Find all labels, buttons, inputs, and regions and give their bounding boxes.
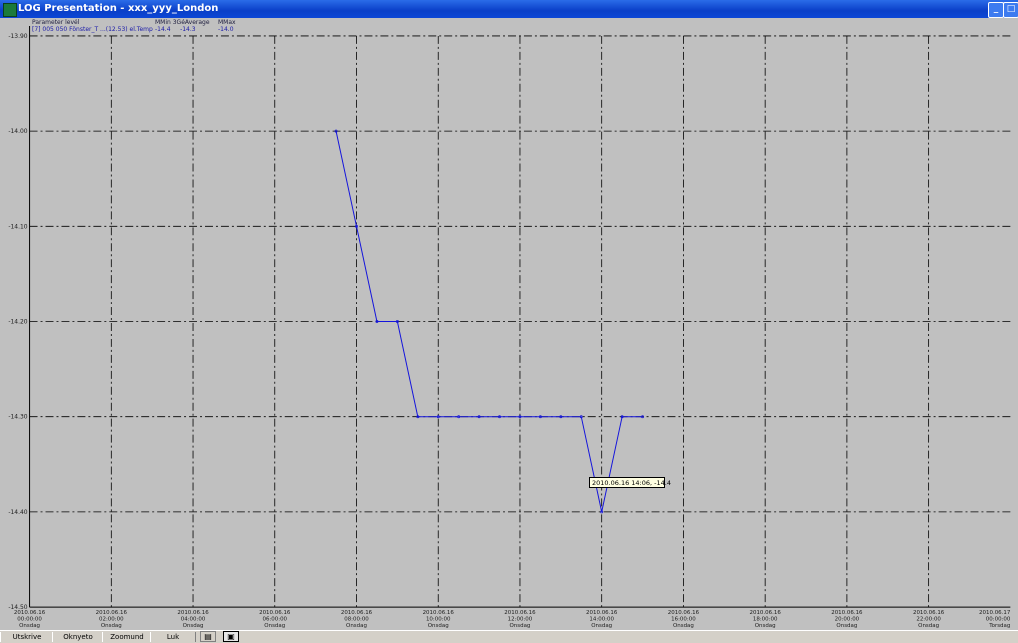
- app-icon: [3, 3, 17, 17]
- data-point: [477, 415, 481, 419]
- data-point: [395, 320, 399, 323]
- x-tick-label: 20:00:00: [835, 617, 860, 623]
- x-tick-label: Torsdag: [988, 623, 1010, 628]
- legend-avg-value: -14.3: [180, 26, 196, 33]
- legend-parameter-value: [7] 005 050 Fönster_T ...(12.53) el.Temp: [32, 26, 153, 33]
- legend-parameter: Parameter levél [7] 005 050 Fönster_T ..…: [32, 19, 153, 33]
- data-point: [416, 415, 420, 419]
- x-tick-label: Onsdag: [510, 623, 531, 628]
- x-tick-label: Onsdag: [101, 623, 122, 628]
- y-tick-label: -14.40: [8, 509, 27, 516]
- x-tick-label: 2010.06.16: [96, 610, 128, 616]
- data-tooltip: 2010.06.16 14:06, -14.4: [589, 477, 671, 488]
- legend-max-value: -14.0: [218, 26, 234, 33]
- x-tick-label: Onsdag: [673, 623, 694, 628]
- data-point: [457, 415, 461, 419]
- x-tick-label: 14:00:00: [589, 617, 614, 623]
- legend-parameter-header: Parameter levél: [32, 19, 80, 26]
- x-tick-label: 10:00:00: [426, 617, 451, 623]
- x-tick-label: 12:00:00: [508, 617, 533, 623]
- title-bar: LOG Presentation - xxx_yyy_London _ □: [0, 0, 1018, 18]
- y-tick-label: -14.00: [8, 128, 27, 135]
- x-tick-label: 00:00:00: [986, 617, 1011, 623]
- x-tick-label: 18:00:00: [753, 617, 778, 623]
- x-tick-label: Onsdag: [19, 623, 40, 628]
- chart-icon[interactable]: ▣: [223, 631, 239, 642]
- zoom-out-button[interactable]: Zoomund: [102, 632, 152, 642]
- x-tick-label: Onsdag: [918, 623, 939, 628]
- x-tick-label: Onsdag: [183, 623, 204, 628]
- x-tick-label: 16:00:00: [671, 617, 696, 623]
- x-tick-label: 2010.06.16: [423, 610, 455, 616]
- y-tick-label: -14.30: [8, 414, 27, 421]
- x-tick-label: Onsdag: [346, 623, 367, 628]
- x-tick-label: Onsdag: [428, 623, 449, 628]
- x-tick-label: 2010.06.16: [259, 610, 291, 616]
- x-tick-label: 2010.06.16: [586, 610, 618, 616]
- data-point: [375, 320, 379, 323]
- refresh-button[interactable]: Oknyeto: [52, 632, 104, 642]
- x-tick-label: 2010.06.16: [177, 610, 209, 616]
- x-tick-label: 2010.06.16: [668, 610, 700, 616]
- y-tick-label: -14.10: [8, 223, 27, 230]
- toolbar: Utskrive Oknyeto Zoomund Luk ▤ ▣: [0, 630, 1018, 643]
- x-tick-label: Onsdag: [591, 623, 612, 628]
- x-tick-label: 08:00:00: [344, 617, 369, 623]
- x-tick-label: 2010.06.16: [341, 610, 373, 616]
- close-button[interactable]: Luk: [150, 632, 196, 642]
- x-tick-label: 2010.06.16: [504, 610, 536, 616]
- window-title: LOG Presentation - xxx_yyy_London: [18, 3, 219, 14]
- data-point: [538, 415, 542, 419]
- line-chart[interactable]: -13.90 -14.00 -14.10 -14.20 -14.30 -14.40 -14.…: [0, 18, 1018, 628]
- legend-max-header: MMax: [218, 19, 236, 26]
- x-tick-label: 04:00:00: [181, 617, 206, 623]
- y-tick-label: -13.90: [8, 33, 27, 40]
- print-button[interactable]: Utskrive: [0, 632, 54, 642]
- x-tick-label: Onsdag: [755, 623, 776, 628]
- x-tick-label: 2010.06.16: [831, 610, 863, 616]
- series-line: [335, 131, 643, 512]
- maximize-button[interactable]: □: [1003, 2, 1018, 18]
- data-point: [620, 415, 624, 419]
- y-tick-label: -14.20: [8, 318, 27, 325]
- legend-avg-header: MMin 3GéAverage: [155, 19, 210, 26]
- legend-min-avg: MMin 3GéAverage -14.4 -14.3: [155, 19, 210, 33]
- data-point: [579, 415, 583, 419]
- y-tick-label: -14.50: [8, 604, 27, 611]
- minimize-button[interactable]: _: [988, 2, 1004, 18]
- data-point: [559, 415, 563, 419]
- x-tick-label: Onsdag: [836, 623, 857, 628]
- document-icon[interactable]: ▤: [200, 631, 216, 642]
- data-point: [355, 224, 358, 228]
- data-point: [436, 415, 440, 419]
- x-tick-label: 02:00:00: [99, 617, 124, 623]
- legend-min-value: -14.4: [155, 26, 171, 33]
- x-tick-label: 22:00:00: [916, 617, 941, 623]
- data-point: [334, 129, 338, 133]
- x-tick-label: 2010.06.16: [14, 610, 46, 616]
- x-tick-label: 2010.06.17: [979, 610, 1011, 616]
- data-point: [518, 415, 522, 419]
- data-point: [641, 415, 645, 419]
- legend-max: MMax -14.0: [218, 19, 236, 33]
- data-point: [600, 510, 604, 514]
- x-tick-label: 06:00:00: [262, 617, 287, 623]
- x-tick-label: 00:00:00: [17, 617, 42, 623]
- x-tick-label: 2010.06.16: [750, 610, 782, 616]
- x-tick-label: Onsdag: [264, 623, 285, 628]
- x-tick-label: 2010.06.16: [913, 610, 945, 616]
- data-point: [498, 415, 501, 419]
